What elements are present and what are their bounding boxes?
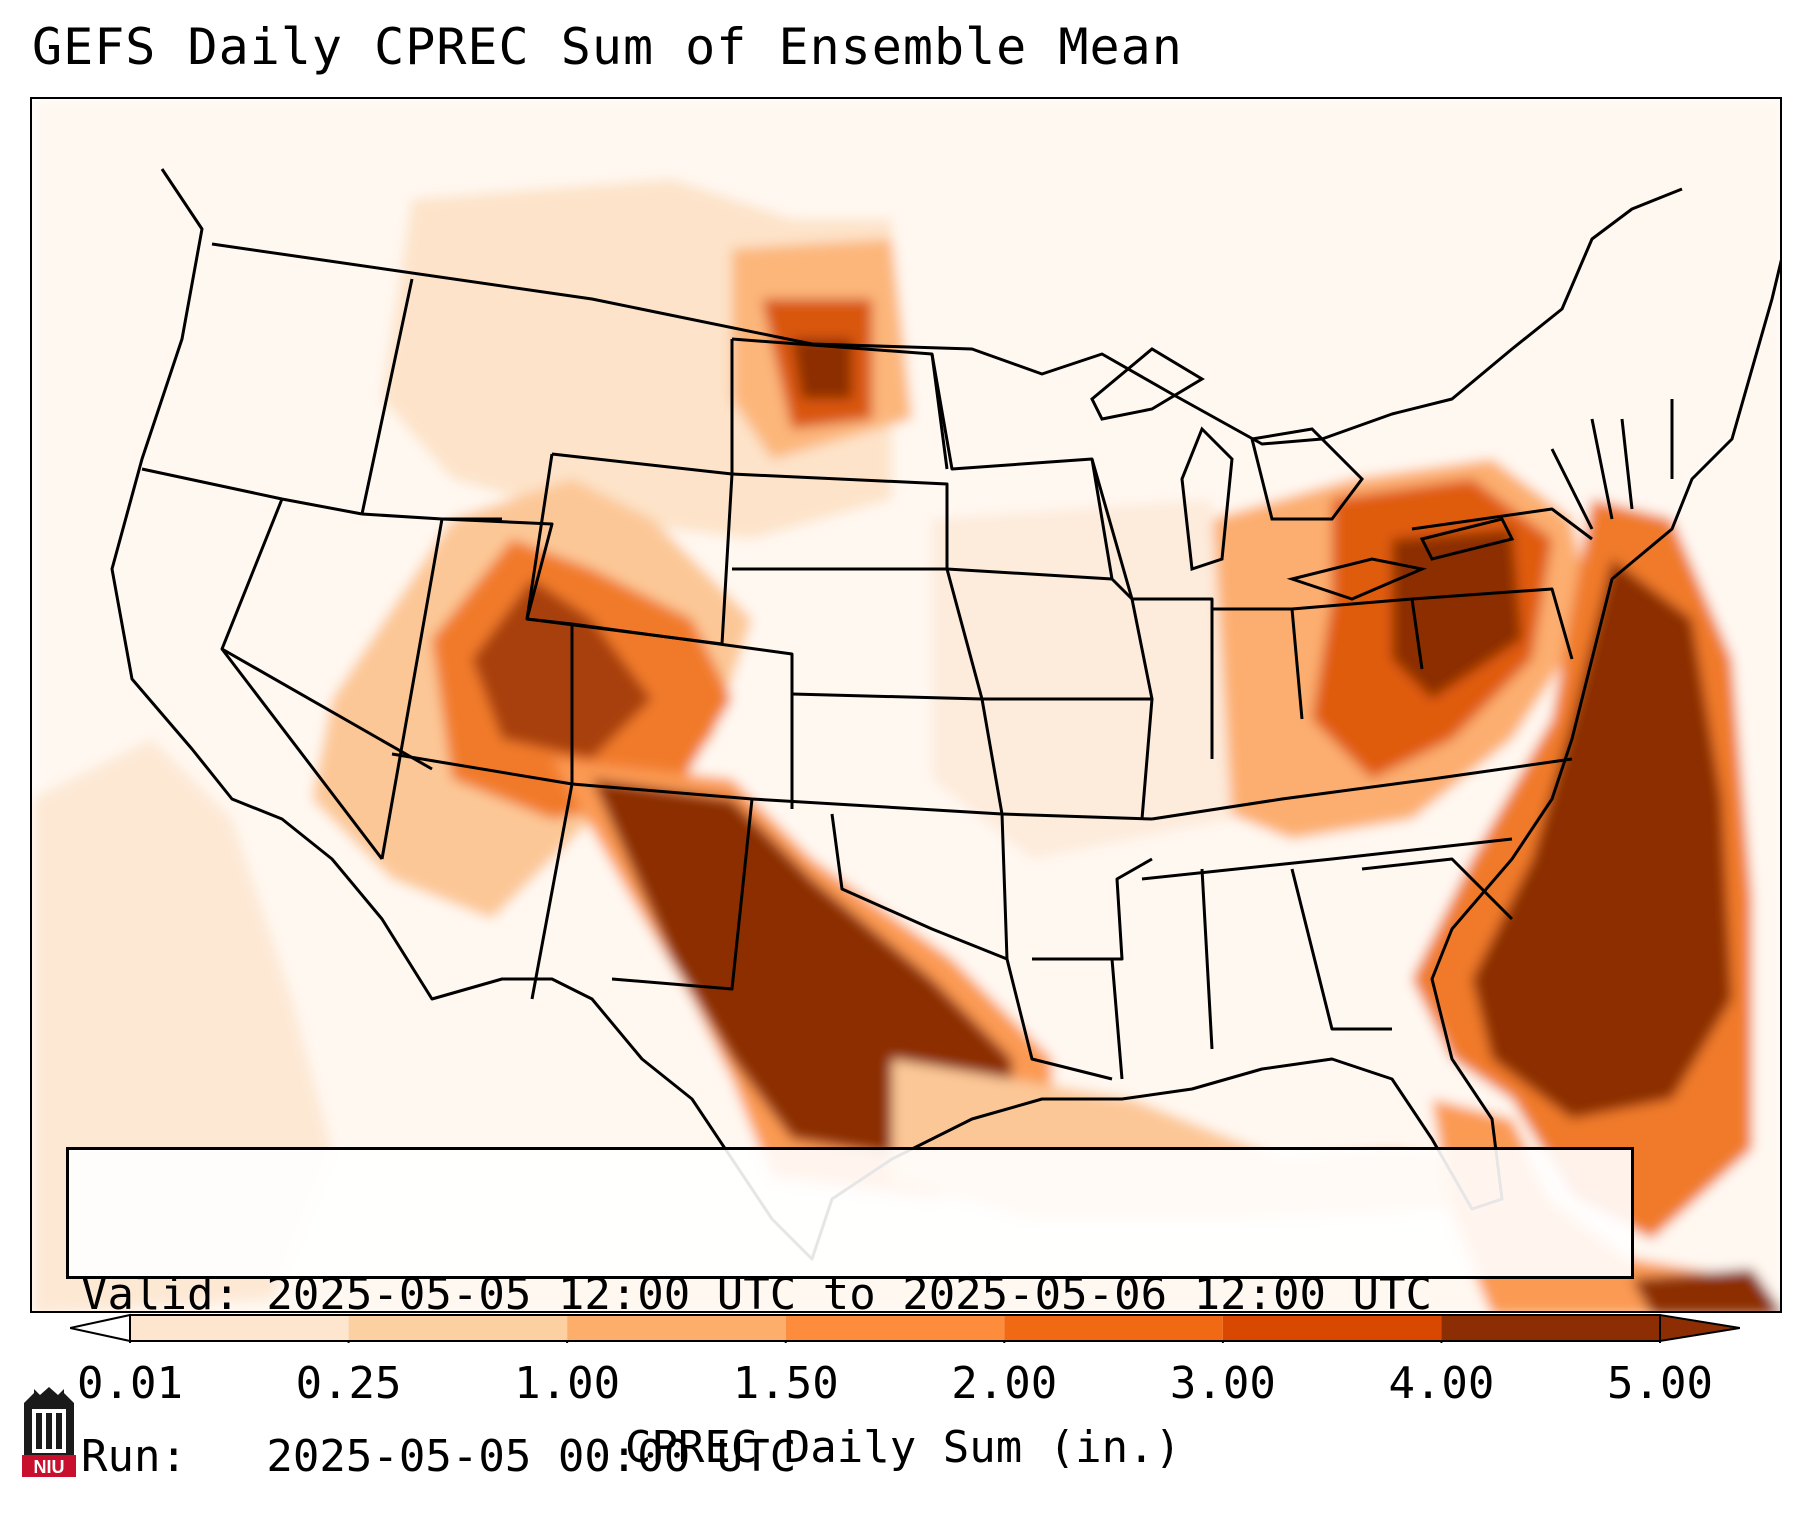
state-borders [110,168,1780,1261]
precipitation-map [30,97,1782,1313]
colorbar-tick-label: 1.50 [732,1358,839,1409]
map-svg [32,99,1780,1311]
colorbar-segments [129,1314,1661,1343]
colorbar [70,1313,1740,1343]
colorbar-tick-label: 4.00 [1388,1358,1495,1409]
colorbar-segment [1441,1315,1660,1341]
map-title: GEFS Daily CPREC Sum of Ensemble Mean [32,18,1183,76]
colorbar-tick-label: 1.00 [514,1358,621,1409]
valid-time-text: Valid: 2025-05-05 12:00 UTC to 2025-05-0… [81,1269,1433,1320]
colorbar-segment [1004,1315,1223,1341]
precipitation-field [32,99,1780,1311]
colorbar-tick-label: 2.00 [951,1358,1058,1409]
colorbar-segment [785,1315,1005,1341]
colorbar-segment [567,1315,786,1341]
colorbar-tick-label: 5.00 [1607,1358,1713,1409]
colorbar-segment [130,1315,349,1341]
colorbar-label: CPREC Daily Sum (in.) [624,1422,1182,1473]
run-time-text: Run: 2025-05-05 00:00 UTC [81,1431,797,1482]
colorbar-segment [348,1315,568,1341]
colorbar-tick-label: 0.01 [77,1358,183,1409]
colorbar-lower-extension [70,1313,131,1343]
colorbar-tick-label: 0.25 [295,1358,402,1409]
niu-logo: NIU [22,1387,76,1477]
colorbar-tick-label: 3.00 [1169,1358,1276,1409]
great-lakes [1090,347,1515,601]
valid-run-info-box: Valid: 2025-05-05 12:00 UTC to 2025-05-0… [66,1147,1634,1482]
colorbar-upper-extension [1659,1313,1740,1343]
colorbar-segment [1222,1315,1442,1341]
logo-text: NIU [34,1457,65,1477]
